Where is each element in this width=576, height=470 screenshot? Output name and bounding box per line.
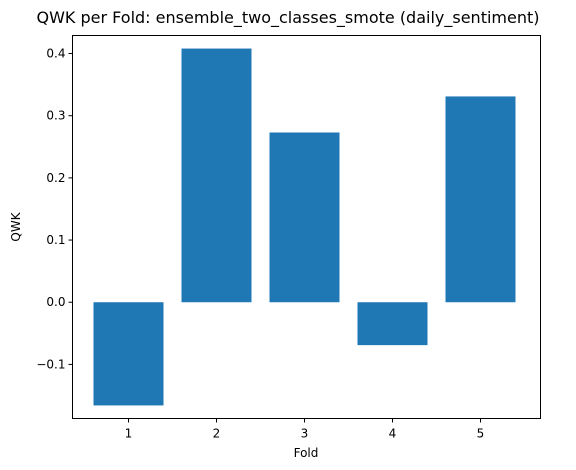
y-tick-label: 0.3 <box>46 109 65 123</box>
bar-fold-3 <box>269 132 340 303</box>
bar-fold-2 <box>181 48 252 303</box>
x-tick-label: 4 <box>389 427 397 441</box>
plot-frame <box>72 35 541 419</box>
bar-fold-4 <box>357 302 428 346</box>
x-tick-label: 3 <box>301 427 309 441</box>
x-axis-label: Fold <box>294 446 319 460</box>
y-tick-label: 0.2 <box>46 171 65 185</box>
y-axis-label: QWK <box>9 211 23 241</box>
y-tick-label: 0.4 <box>46 47 65 61</box>
bars-group <box>93 48 516 406</box>
x-axis: 1 2 3 4 5 <box>125 418 485 441</box>
x-tick-label: 5 <box>477 427 485 441</box>
x-tick-label: 2 <box>213 427 221 441</box>
y-tick-label: 0.0 <box>46 295 65 309</box>
y-axis: −0.1 0.0 0.1 0.2 0.3 0.4 <box>36 47 73 371</box>
x-tick-label: 1 <box>125 427 133 441</box>
bar-fold-1 <box>93 302 164 406</box>
bar-fold-5 <box>445 96 516 303</box>
y-tick-label: 0.1 <box>46 233 65 247</box>
y-tick-label: −0.1 <box>36 357 65 371</box>
chart-title: QWK per Fold: ensemble_two_classes_smote… <box>37 8 540 28</box>
